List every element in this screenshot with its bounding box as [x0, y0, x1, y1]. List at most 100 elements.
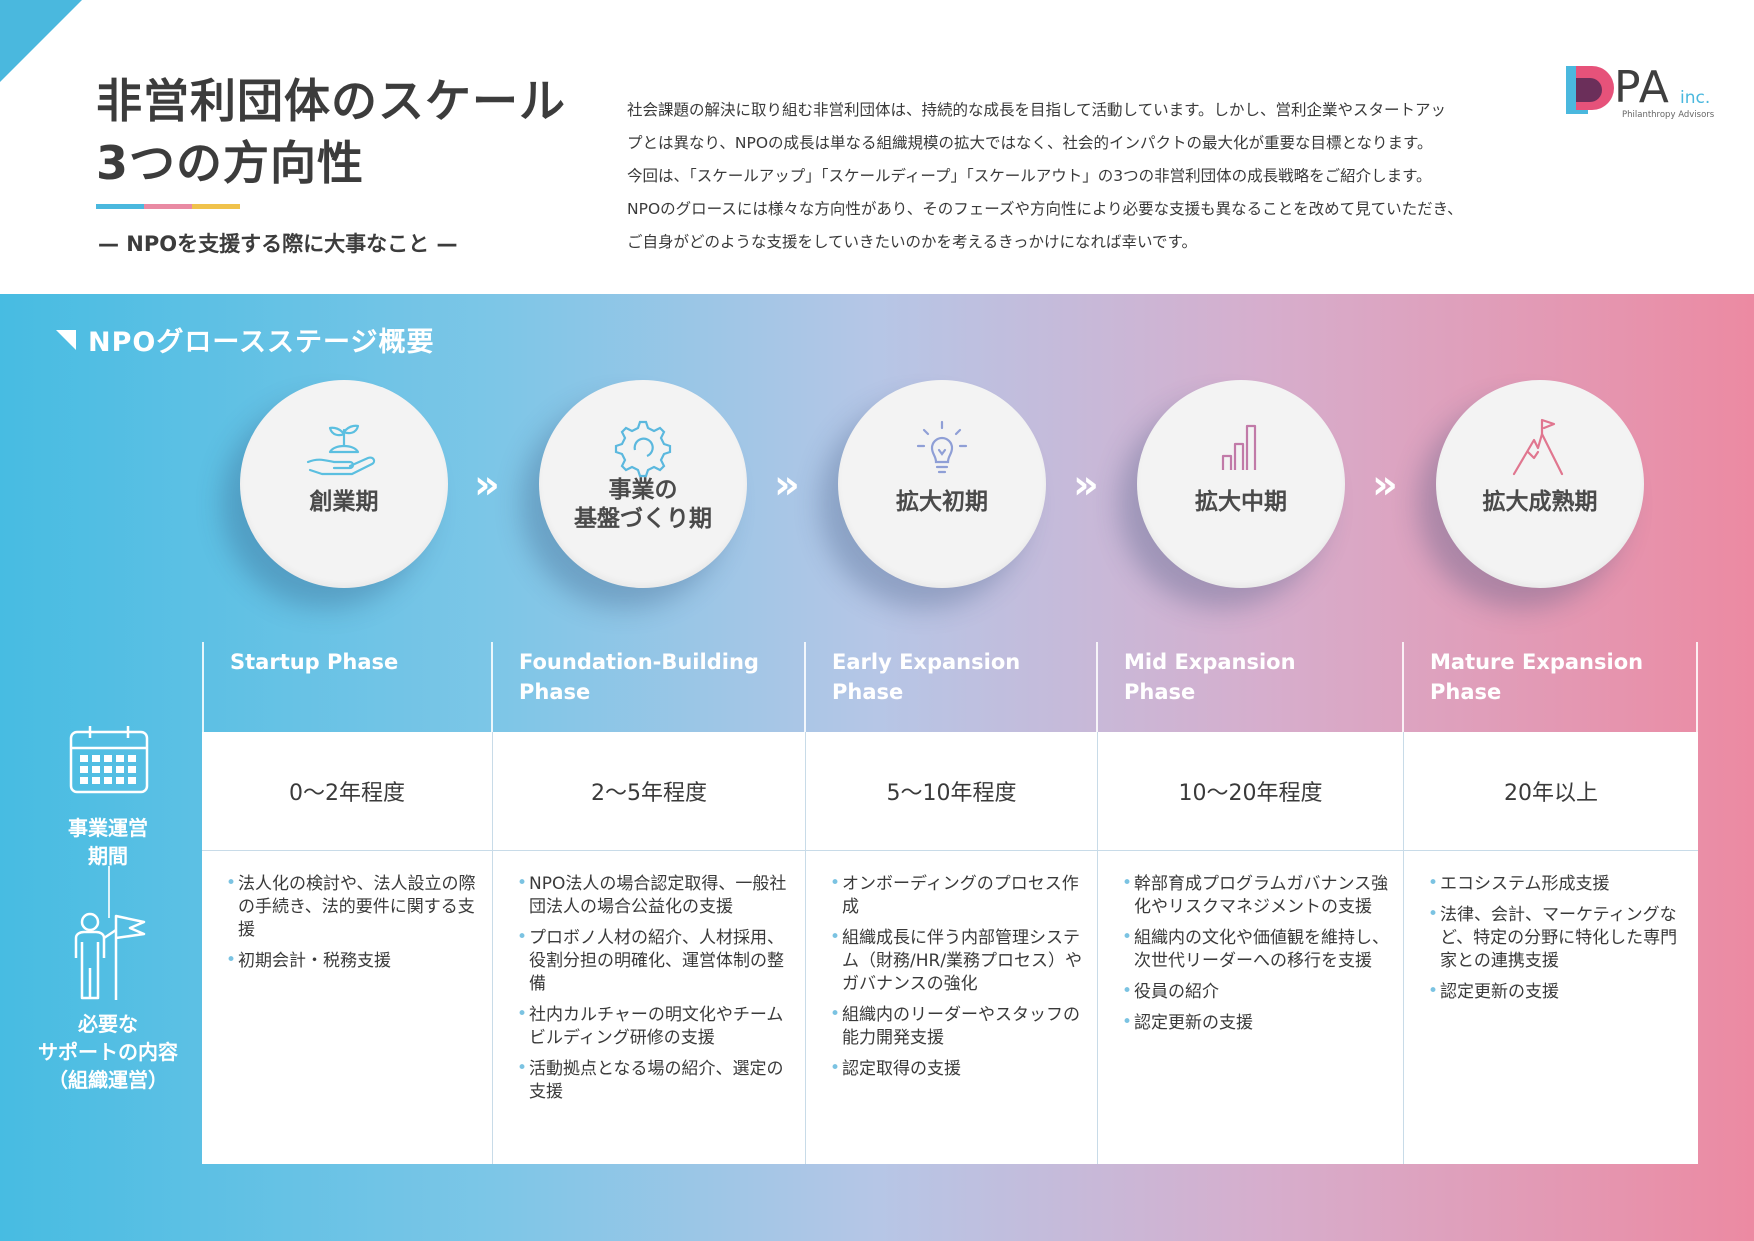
support-list: エコシステム形成支援 法律、会計、マーケティングなど、特定の分野に特化した専門家…	[1404, 851, 1698, 1012]
phase-title: Early Expansion Phase	[806, 642, 1098, 732]
phase-title-line: Mid Expansion	[1124, 650, 1296, 674]
phase-title-line: Phase	[519, 680, 591, 704]
stage-label-line: 基盤づくり期	[574, 506, 712, 532]
table-column: 2〜5年程度 NPO法人の場合認定取得、一般社団法人の場合公益化の支援 プロボノ…	[493, 732, 806, 1164]
underline-segment-yellow	[192, 204, 240, 209]
chevron-right-icon: »	[474, 462, 500, 508]
overview-title: NPOグロースステージ概要	[88, 327, 435, 358]
phase-title: Mature Expansion Phase	[1404, 642, 1698, 732]
bar-chart-icon	[1221, 424, 1257, 470]
list-item: エコシステム形成支援	[1428, 872, 1684, 896]
chevron-right-icon: »	[774, 462, 800, 508]
list-item: 組織成長に伴う内部管理システム（財務/HR/業務プロセス）やガバナンスの強化	[830, 926, 1083, 996]
table-column: 5〜10年程度 オンボーディングのプロセス作成 組織成長に伴う内部管理システム（…	[806, 732, 1098, 1164]
list-item: プロボノ人材の紹介、人材採用、役割分担の明確化、運営体制の整備	[517, 926, 791, 996]
support-list: オンボーディングのプロセス作成 組織成長に伴う内部管理システム（財務/HR/業務…	[806, 851, 1097, 1089]
intro-line: 社会課題の解決に取り組む非営利団体は、持続的な成長を目指して活動しています。しか…	[627, 101, 1447, 119]
stage-table: 0〜2年程度 法人化の検討や、法人設立の際の手続き、法的要件に関する支援 初期会…	[202, 732, 1698, 1164]
phase-title-line: Phase	[1430, 680, 1502, 704]
side-divider	[108, 866, 110, 918]
page-title: 非営利団体のスケール 3つの方向性	[96, 70, 566, 194]
table-column: 10〜20年程度 幹部育成プログラムガバナンス強化やリスクマネジメントの支援 組…	[1098, 732, 1404, 1164]
table-column: 20年以上 エコシステム形成支援 法律、会計、マーケティングなど、特定の分野に特…	[1404, 732, 1698, 1164]
lightbulb-icon	[916, 420, 968, 474]
period-cell: 5〜10年程度	[806, 732, 1097, 851]
support-list: NPO法人の場合認定取得、一般社団法人の場合公益化の支援 プロボノ人材の紹介、人…	[493, 851, 805, 1112]
mountain-flag-icon	[1512, 418, 1564, 476]
list-item: 社内カルチャーの明文化やチームビルディング研修の支援	[517, 1003, 791, 1050]
phase-header-row: Startup Phase Foundation-Building Phase …	[202, 642, 1698, 732]
chevron-right-icon: »	[1073, 462, 1099, 508]
logo-mark-icon	[1566, 66, 1614, 114]
list-item: 法人化の検討や、法人設立の際の手続き、法的要件に関する支援	[226, 872, 478, 942]
stage-circle-early-expansion: 拡大初期	[838, 380, 1046, 588]
list-item: 認定取得の支援	[830, 1057, 1083, 1081]
period-cell: 10〜20年程度	[1098, 732, 1403, 851]
phase-title: Mid Expansion Phase	[1098, 642, 1404, 732]
period-cell: 0〜2年程度	[202, 732, 492, 851]
intro-line: ご自身がどのような支援をしていきたいのかを考えるきっかけになれば幸いです。	[627, 233, 1197, 251]
support-list: 法人化の検討や、法人設立の際の手続き、法的要件に関する支援 初期会計・税務支援	[202, 851, 492, 981]
logo-subtext: Philanthropy Advisors	[1622, 110, 1715, 120]
list-item: 活動拠点となる場の紹介、選定の支援	[517, 1057, 791, 1104]
overview-heading: NPOグロースステージ概要	[56, 320, 434, 359]
heading-triangle-icon	[56, 329, 76, 350]
list-item: 役員の紹介	[1122, 980, 1389, 1004]
list-item: 組織内の文化や価値観を維持し、次世代リーダーへの移行を支援	[1122, 926, 1389, 973]
row-label-line: 事業運営	[68, 816, 148, 840]
phase-title-line: Phase	[1124, 680, 1196, 704]
stage-label: 創業期	[309, 489, 379, 515]
phase-title: Startup Phase	[202, 642, 493, 732]
person-flag-icon	[74, 912, 146, 1000]
intro-line: 今回は、「スケールアップ」「スケールディープ」「スケールアウト」の3つの非営利団…	[627, 167, 1432, 185]
list-item: NPO法人の場合認定取得、一般社団法人の場合公益化の支援	[517, 872, 791, 919]
stage-circle-foundation: 事業の 基盤づくり期	[539, 380, 747, 588]
intro-text: 社会課題の解決に取り組む非営利団体は、持続的な成長を目指して活動しています。しか…	[627, 94, 1527, 259]
stage-label: 拡大中期	[1195, 489, 1287, 515]
underline-segment-blue	[96, 204, 144, 209]
stage-label-line: 事業の	[608, 477, 678, 503]
stage-circle-startup: 創業期	[240, 380, 448, 588]
title-underline	[96, 204, 240, 209]
phase-title-line: Startup Phase	[230, 650, 399, 674]
support-row-label: 必要な サポートの内容 （組織運営）	[28, 1010, 188, 1094]
table-column: 0〜2年程度 法人化の検討や、法人設立の際の手続き、法的要件に関する支援 初期会…	[202, 732, 493, 1164]
sprout-hand-icon	[306, 424, 376, 476]
list-item: 組織内のリーダーやスタッフの能力開発支援	[830, 1003, 1083, 1050]
corner-accent	[0, 0, 82, 82]
stage-label: 拡大成熟期	[1482, 489, 1598, 515]
logo-inc: inc.	[1680, 88, 1711, 108]
row-label-line: 必要な	[78, 1012, 138, 1036]
chevron-right-icon: »	[1372, 462, 1398, 508]
phase-title-line: Phase	[832, 680, 904, 704]
gear-icon	[614, 420, 672, 478]
company-logo: PA inc. Philanthropy Advisors	[1566, 62, 1726, 126]
list-item: オンボーディングのプロセス作成	[830, 872, 1083, 919]
phase-title-line: Early Expansion	[832, 650, 1021, 674]
row-label-line: （組織運営）	[48, 1068, 168, 1092]
period-cell: 20年以上	[1404, 732, 1698, 851]
title-line-2: 3つの方向性	[96, 136, 365, 190]
phase-title-line: Mature Expansion	[1430, 650, 1644, 674]
phase-title: Foundation-Building Phase	[493, 642, 806, 732]
stage-label: 事業の 基盤づくり期	[539, 476, 747, 534]
stage-label: 拡大初期	[896, 489, 988, 515]
period-row-label: 事業運営 期間	[28, 814, 188, 870]
underline-segment-pink	[144, 204, 192, 209]
intro-line: NPOのグロースには様々な方向性があり、そのフェーズや方向性により必要な支援も異…	[627, 200, 1463, 218]
list-item: 幹部育成プログラムガバナンス強化やリスクマネジメントの支援	[1122, 872, 1389, 919]
stage-circle-mid-expansion: 拡大中期	[1137, 380, 1345, 588]
period-cell: 2〜5年程度	[493, 732, 805, 851]
calendar-icon	[69, 726, 149, 794]
list-item: 認定更新の支援	[1122, 1011, 1389, 1035]
phase-title-line: Foundation-Building	[519, 650, 759, 674]
logo-text: PA	[1614, 62, 1670, 113]
row-label-line: サポートの内容	[38, 1040, 178, 1064]
row-label-line: 期間	[88, 844, 128, 868]
support-list: 幹部育成プログラムガバナンス強化やリスクマネジメントの支援 組織内の文化や価値観…	[1098, 851, 1403, 1043]
intro-line: プとは異なり、NPOの成長は単なる組織規模の拡大ではなく、社会的インパクトの最大…	[627, 134, 1433, 152]
list-item: 初期会計・税務支援	[226, 949, 478, 973]
list-item: 法律、会計、マーケティングなど、特定の分野に特化した専門家との連携支援	[1428, 903, 1684, 973]
page-subtitle: — NPOを支援する際に大事なこと —	[98, 232, 458, 256]
list-item: 認定更新の支援	[1428, 980, 1684, 1004]
